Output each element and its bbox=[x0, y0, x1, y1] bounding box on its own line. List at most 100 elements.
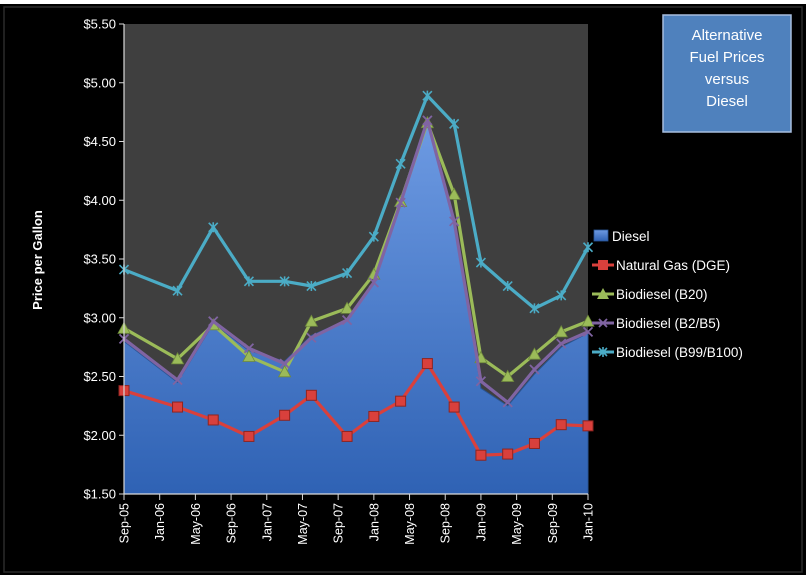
series-biodiesel-b99-b100-point-7 bbox=[368, 231, 379, 242]
legend-marker-4 bbox=[598, 347, 608, 357]
legend-item-4: Biodiesel (B99/B100) bbox=[592, 345, 743, 360]
x-tick-labels: Sep-05 Jan-06 May-06 Sep-06 Jan-07 May-07 Sep-… bbox=[118, 503, 596, 545]
series-natural-gas-dge-point-3 bbox=[243, 430, 255, 442]
series-biodiesel-b99-b100-point-4 bbox=[279, 276, 290, 287]
series-natural-gas-dge-point-8 bbox=[395, 395, 407, 407]
series-natural-gas-dge-point-6 bbox=[341, 430, 353, 442]
series-biodiesel-b2-b5-point-12 bbox=[502, 397, 513, 408]
y-axis-label: Price per Gallon bbox=[30, 210, 45, 310]
series-biodiesel-b2-b5-point-13 bbox=[529, 364, 540, 375]
legend-label-0: Diesel bbox=[612, 229, 650, 244]
series-biodiesel-b99-b100-line bbox=[123, 94, 590, 310]
series-natural-gas-dge-point-2 bbox=[207, 414, 219, 426]
series-biodiesel-b99-b100 bbox=[118, 90, 594, 314]
chart-border bbox=[3, 6, 803, 573]
series-biodiesel-b99-b100-point-9 bbox=[422, 90, 433, 101]
legend-marker-2 bbox=[597, 288, 609, 299]
legend: Diesel Natural Gas (DGE) Biodiesel (B20) Bi… bbox=[592, 229, 743, 360]
chart-title: Alternative Fuel Prices versus Diesel bbox=[662, 14, 792, 133]
title-line-2: Fuel Prices bbox=[689, 49, 764, 66]
legend-label-4: Biodiesel (B99/B100) bbox=[616, 345, 743, 360]
series-biodiesel-b20-point-15 bbox=[581, 314, 595, 327]
series-biodiesel-b20-point-5 bbox=[304, 314, 319, 327]
series-biodiesel-b99-b100-point-8 bbox=[395, 158, 406, 169]
y-tick-label-5: $4.00 bbox=[83, 193, 116, 208]
series-biodiesel-b2-b5-point-11 bbox=[475, 376, 487, 387]
series-biodiesel-b99-b100-point-12 bbox=[502, 280, 513, 292]
x-tick-label-2: May-06 bbox=[189, 503, 203, 545]
x-tick-label-10: Jan-09 bbox=[474, 503, 488, 541]
title-line-3: versus bbox=[705, 71, 749, 88]
series-biodiesel-b99-b100-point-13 bbox=[529, 303, 540, 314]
y-tick-label-8: $5.50 bbox=[83, 17, 116, 32]
title-line-1: Alternative bbox=[692, 27, 763, 44]
series-natural-gas-dge-point-14 bbox=[555, 419, 567, 431]
series-biodiesel-b20-point-10 bbox=[447, 187, 461, 200]
y-tick-label-7: $5.00 bbox=[83, 75, 116, 90]
series-natural-gas-dge bbox=[118, 358, 594, 461]
x-tick-label-5: May-07 bbox=[296, 503, 310, 545]
legend-item-0: Diesel bbox=[593, 229, 650, 244]
y-tick-label-1: $2.00 bbox=[83, 428, 116, 443]
y-tick-label-6: $4.50 bbox=[83, 134, 116, 149]
series-biodiesel-b99-b100-point-10 bbox=[449, 118, 460, 129]
series-biodiesel-b20-point-12 bbox=[501, 369, 515, 382]
series-biodiesel-b20-point-1 bbox=[170, 352, 185, 365]
x-tick-label-7: Jan-08 bbox=[367, 503, 381, 541]
series-biodiesel-b99-b100-point-3 bbox=[243, 276, 254, 287]
series-biodiesel-b2-b5-point-14 bbox=[556, 338, 567, 349]
title-line-4: Diesel bbox=[706, 93, 748, 110]
series-biodiesel-b2-b5-point-9 bbox=[422, 115, 433, 126]
series-biodiesel-b2-b5-point-6 bbox=[341, 314, 353, 326]
series-natural-gas-dge-line bbox=[123, 362, 589, 457]
series-biodiesel-b2-b5-point-10 bbox=[449, 216, 460, 227]
series-natural-gas-dge-point-12 bbox=[502, 448, 514, 460]
series-biodiesel-b2-b5 bbox=[118, 115, 594, 408]
series-biodiesel-b2-b5-point-1 bbox=[172, 374, 183, 386]
series-natural-gas-dge-point-9 bbox=[421, 358, 433, 370]
series-natural-gas-dge-point-11 bbox=[475, 449, 487, 461]
series-biodiesel-b99-b100-point-1 bbox=[172, 285, 183, 296]
legend-item-3: Biodiesel (B2/B5) bbox=[592, 316, 720, 331]
series-biodiesel-b20-point-3 bbox=[242, 349, 256, 362]
x-tick-label-9: Sep-08 bbox=[439, 503, 453, 543]
legend-marker-1 bbox=[598, 260, 608, 270]
series-biodiesel-b2-b5-point-2 bbox=[208, 316, 219, 327]
series-biodiesel-b2-b5-point-15 bbox=[582, 326, 594, 337]
x-tick-label-0: Sep-05 bbox=[118, 503, 132, 543]
series-natural-gas-dge-point-15 bbox=[582, 420, 594, 432]
series-biodiesel-b99-b100-point-14 bbox=[556, 290, 567, 301]
series-natural-gas-dge-point-4 bbox=[279, 409, 291, 421]
series-natural-gas-dge-point-1 bbox=[172, 401, 184, 413]
legend-item-2: Biodiesel (B20) bbox=[592, 287, 708, 302]
series-biodiesel-b2-b5-point-5 bbox=[306, 332, 317, 343]
series-natural-gas-dge-point-7 bbox=[368, 410, 380, 422]
series-natural-gas-dge-point-10 bbox=[448, 401, 460, 413]
legend-marker-3 bbox=[598, 318, 608, 328]
series-biodiesel-b2-b5-point-8 bbox=[395, 197, 406, 208]
legend-label-2: Biodiesel (B20) bbox=[616, 287, 708, 302]
y-tick-labels: $1.50 $2.00 $2.50 $3.00 $3.50 $4.00 $4.50 $5.00… bbox=[83, 17, 116, 502]
series-biodiesel-b99-b100-point-6 bbox=[342, 268, 353, 279]
series-biodiesel-b99-b100-point-15 bbox=[582, 242, 594, 253]
legend-label-1: Natural Gas (DGE) bbox=[616, 258, 730, 273]
x-tick-label-3: Sep-06 bbox=[225, 503, 239, 543]
y-tick-label-4: $3.50 bbox=[83, 252, 116, 267]
axis-layer bbox=[119, 23, 589, 500]
x-tick-label-8: May-08 bbox=[403, 503, 417, 545]
series-natural-gas-dge-point-13 bbox=[528, 437, 540, 449]
series-biodiesel-b20-point-13 bbox=[527, 347, 542, 360]
series-biodiesel-b20-point-14 bbox=[554, 325, 568, 338]
series-biodiesel-b99-b100-point-11 bbox=[475, 257, 486, 268]
x-tick-label-1: Jan-06 bbox=[153, 503, 167, 541]
x-tick-label-6: Sep-07 bbox=[332, 503, 346, 543]
y-tick-label-3: $3.00 bbox=[83, 310, 116, 325]
legend-item-1: Natural Gas (DGE) bbox=[592, 258, 730, 273]
series-biodiesel-b20-point-6 bbox=[340, 301, 354, 314]
line-layer bbox=[117, 90, 595, 461]
title-box-background bbox=[662, 14, 792, 133]
series-biodiesel-b2-b5-line bbox=[123, 118, 589, 404]
x-tick-label-4: Jan-07 bbox=[260, 503, 274, 541]
